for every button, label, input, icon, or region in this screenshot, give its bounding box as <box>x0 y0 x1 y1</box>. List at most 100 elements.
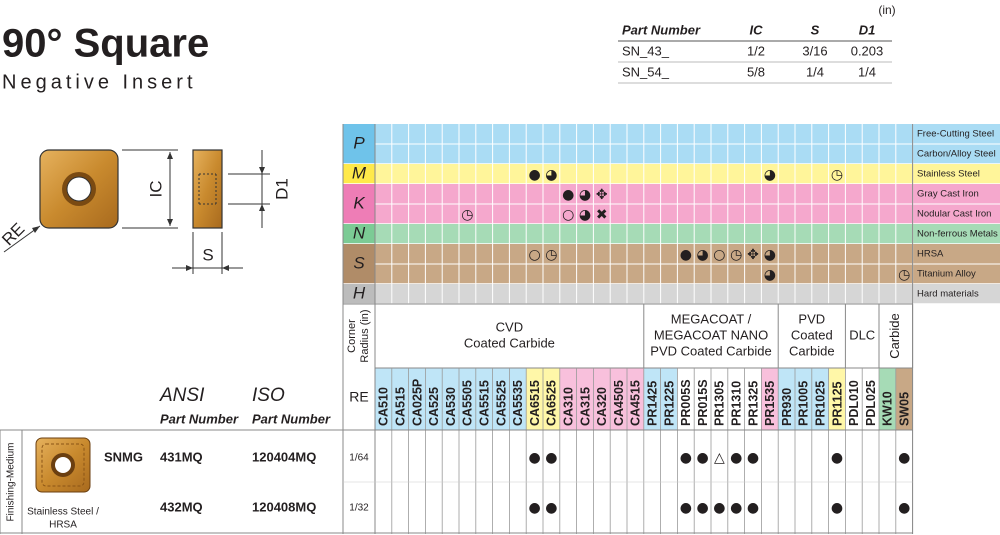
grade-header-cell <box>828 368 846 430</box>
grade-availability: ● <box>730 500 742 516</box>
grade-name: CA6525 <box>545 380 559 426</box>
dim-header: D1 <box>859 22 876 37</box>
material-code: K <box>353 193 365 212</box>
dim-cell: 0.203 <box>851 43 884 58</box>
dim-header: S <box>811 22 820 37</box>
suitability-symbol: ◷ <box>461 207 473 223</box>
iso-part: 120408MQ <box>252 499 316 514</box>
grade-group-label: Carbide <box>887 313 902 359</box>
grade-group-label: Coated Carbide <box>464 335 555 350</box>
suitability-symbol: ◕ <box>696 247 708 263</box>
grade-header-cell <box>862 368 879 430</box>
grade-name: PR1325 <box>746 381 760 426</box>
grade-name: CA025P <box>410 379 424 426</box>
grade-name: PR015S <box>696 379 710 426</box>
dim-cell: 5/8 <box>747 64 765 79</box>
grade-header-cell <box>459 368 476 430</box>
dim-header: IC <box>750 22 764 37</box>
material-label: Stainless Steel <box>917 169 980 180</box>
material-label: Carbon/Alloy Steel <box>917 149 996 160</box>
grade-header-cell <box>475 368 493 430</box>
iso-part: 120404MQ <box>252 449 316 464</box>
grade-name: PR005S <box>679 379 693 426</box>
subtitle: Negative Insert <box>2 71 197 93</box>
grade-header-cell <box>610 368 627 430</box>
title: 90° Square <box>2 22 209 66</box>
grade-availability: ● <box>747 500 759 516</box>
suitability-symbol: ◕ <box>764 247 776 263</box>
grade-header-cell <box>677 368 695 430</box>
suitability-symbol: ◷ <box>831 167 843 183</box>
grade-name: PDL010 <box>847 380 861 426</box>
grade-availability: ● <box>528 450 540 466</box>
grade-availability: ● <box>898 450 910 466</box>
ansi-part: 431MQ <box>160 449 203 464</box>
material-code: M <box>352 163 367 182</box>
application-label: Finishing-Medium <box>6 443 17 522</box>
grade-name: CA4505 <box>612 380 626 426</box>
insert-diagram: IC D1 S RE <box>0 149 291 274</box>
material-band <box>343 224 1000 244</box>
grade-header-cell <box>408 368 426 430</box>
grade-availability: ● <box>730 450 742 466</box>
suitability-symbol: ● <box>562 187 574 203</box>
material-code-box <box>343 224 375 244</box>
suitability-symbol: ○ <box>562 207 574 223</box>
grade-header-cell <box>576 368 594 430</box>
grade-header-cell <box>811 368 829 430</box>
grade-availability: ● <box>545 450 557 466</box>
grade-name: PR1005 <box>797 381 811 426</box>
workpiece-label: Stainless Steel / <box>27 507 99 518</box>
d1-label: D1 <box>272 178 291 200</box>
grade-availability: △ <box>714 450 725 466</box>
grade-name: CA5505 <box>461 380 475 426</box>
grade-name: PR1535 <box>763 381 777 426</box>
dim-cell: 1/4 <box>858 64 876 79</box>
grade-availability: ● <box>528 500 540 516</box>
grade-header-cell <box>442 368 459 430</box>
grade-group-label: MEGACOAT NANO <box>654 327 768 342</box>
s-label: S <box>202 245 213 264</box>
grade-name: PR930 <box>780 388 794 426</box>
grade-availability: ● <box>696 450 708 466</box>
suitability-symbol: ● <box>528 167 540 183</box>
grade-header-cell <box>845 368 863 430</box>
grade-header-cell <box>643 368 661 430</box>
grade-header-cell <box>694 368 711 430</box>
dim-header: Part Number <box>622 22 701 37</box>
grade-header-cell <box>660 368 678 430</box>
material-label: Hard materials <box>917 289 979 300</box>
material-code: P <box>353 133 365 152</box>
material-band <box>343 164 1000 184</box>
grade-name: CA525 <box>427 387 441 426</box>
ansi-part: 432MQ <box>160 499 203 514</box>
grade-name: CA5515 <box>477 380 491 426</box>
grade-header-cell <box>375 368 392 430</box>
grade-name: CA530 <box>444 387 458 426</box>
grade-name: CA5535 <box>511 380 525 426</box>
grade-name: KW10 <box>881 391 895 426</box>
iso-sub-header: Part Number <box>252 411 331 426</box>
material-code: H <box>353 283 366 302</box>
grade-group-label: MEGACOAT / <box>671 311 752 326</box>
grade-group-label: Carbide <box>789 343 835 358</box>
grade-header-cell <box>744 368 762 430</box>
grade-group-label: DLC <box>849 327 875 342</box>
grade-header-cell <box>593 368 611 430</box>
grade-header-cell <box>543 368 560 430</box>
material-label: Gray Cast Iron <box>917 189 979 200</box>
dim-cell: 1/4 <box>806 64 824 79</box>
grade-header-cell <box>795 368 812 430</box>
grade-availability: ● <box>696 500 708 516</box>
grade-availability: ● <box>831 500 843 516</box>
grade-name: CA6515 <box>528 380 542 426</box>
unit-label: (in) <box>878 3 895 17</box>
suitability-symbol: ◷ <box>898 267 910 283</box>
grade-name: PR1025 <box>813 381 827 426</box>
grade-availability: ● <box>680 450 692 466</box>
corner-radius-header: Radius (in) <box>359 309 371 362</box>
grade-availability: ● <box>831 450 843 466</box>
material-code-box <box>343 284 375 304</box>
